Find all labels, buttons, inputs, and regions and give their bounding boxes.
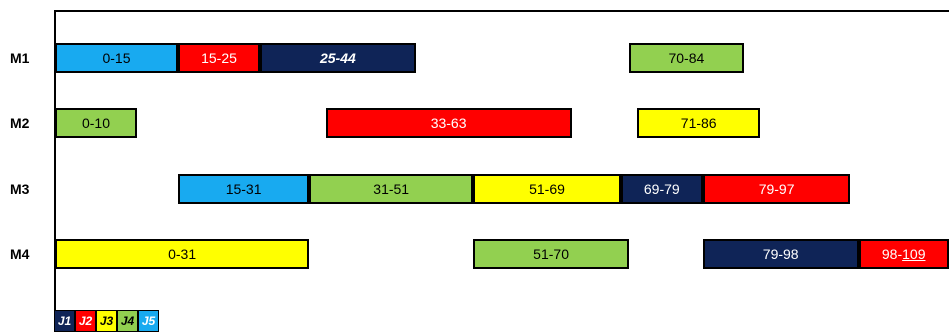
machine-label-m3: M3 [10,181,30,197]
legend-item-j4: J4 [117,310,138,332]
legend-item-j1: J1 [54,310,75,332]
gantt-frame [54,10,949,332]
task-bar-m4-j2-15: 98- 109 [858,239,949,269]
legend-item-j2: J2 [75,310,96,332]
task-bar-m3-j3-9: 51-69 [473,174,621,204]
task-bar-m3-j1-10: 69-79 [620,174,703,204]
task-bar-m3-j4-8: 31-51 [309,174,474,204]
task-bar-m2-j3-6: 71-86 [637,108,761,138]
task-bar-m2-j4-4: 0-10 [55,108,137,138]
legend-item-j3: J3 [96,310,117,332]
task-bar-m1-j2-1: 15-25 [178,43,260,73]
machine-label-m2: M2 [10,115,30,131]
machine-label-m1: M1 [10,50,30,66]
machine-label-m4: M4 [10,246,30,262]
task-bar-m4-j1-14: 79-98 [702,239,859,269]
task-bar-m2-j2-5: 33-63 [325,108,572,138]
task-bar-m1-j5-0: 0-15 [55,43,178,73]
task-bar-m3-j5-7: 15-31 [178,174,310,204]
task-bar-m1-j1-2: 25-44 [260,43,416,73]
task-bar-m4-j3-12: 0-31 [55,239,310,269]
task-bar-m4-j4-13: 51-70 [473,239,629,269]
task-bar-m1-j4-3: 70-84 [629,43,744,73]
task-bar-m3-j2-11: 79-97 [702,174,851,204]
legend-item-j5: J5 [138,310,159,332]
